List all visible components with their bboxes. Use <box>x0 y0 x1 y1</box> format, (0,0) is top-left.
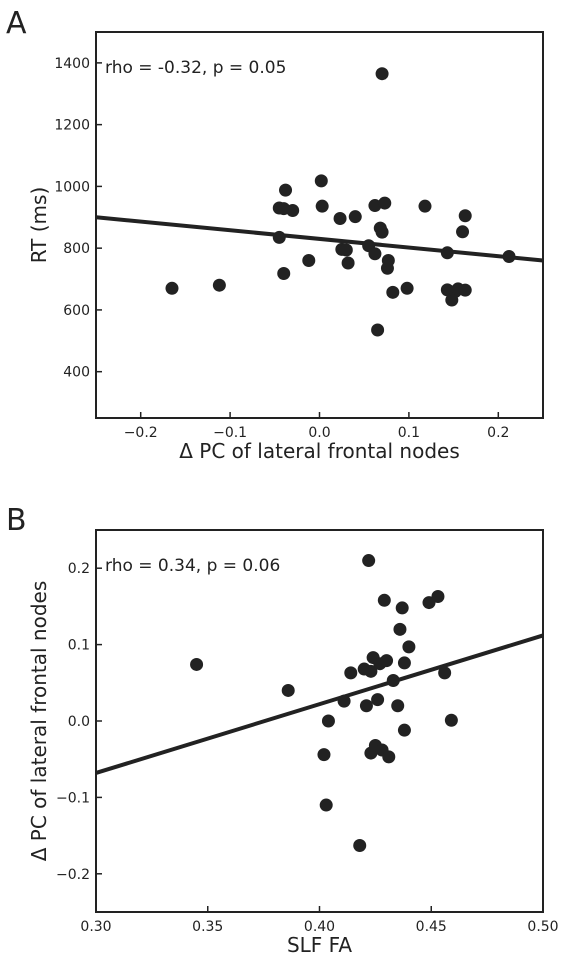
plot-b-data-point <box>402 640 416 654</box>
plot-a-data-point <box>368 247 382 261</box>
plot-b-fit <box>95 633 544 775</box>
plot-a-data-point <box>314 174 328 188</box>
plot-a-data-point <box>333 212 347 226</box>
plot-b-data-point <box>317 748 331 762</box>
plot-b-data-point <box>380 654 394 668</box>
plot-a-regression-line <box>95 215 544 263</box>
plot-b-data-point <box>438 666 452 680</box>
panel-a: A rho = -0.32, p = 0.05 Δ PC of lateral … <box>6 6 544 463</box>
plot-a-data-point <box>418 199 432 213</box>
plot-a-data-point <box>400 281 414 295</box>
plot-a-data-point <box>348 210 362 224</box>
panel-b-label: B <box>6 503 27 538</box>
plot-a-data-point <box>381 254 395 268</box>
plot-a-data-point <box>458 283 472 297</box>
plot-a-xtick-label: 0.2 <box>487 425 509 441</box>
panel-b: B rho = 0.34, p = 0.06 SLF FA Δ PC of la… <box>6 503 559 957</box>
plot-a-data-point <box>456 225 470 239</box>
plot-a-data-point <box>279 183 293 197</box>
plot-b-data-point <box>321 714 335 728</box>
plot-b-data-point <box>362 554 376 568</box>
plot-a-xtick-label: 0.1 <box>398 425 420 441</box>
plot-b-data-point <box>397 656 411 670</box>
plot-a-xlabel: Δ PC of lateral frontal nodes <box>179 439 460 463</box>
plot-a-xtick-label: −0.1 <box>213 425 247 441</box>
plot-b-data-point <box>359 699 373 713</box>
plot-b-data-point <box>382 750 396 764</box>
plot-a-data-point <box>341 256 355 270</box>
plot-a-xtick-label: −0.2 <box>124 425 158 441</box>
plot-b-xtick-label: 0.40 <box>304 919 335 935</box>
plot-a-annotation: rho = -0.32, p = 0.05 <box>105 58 286 78</box>
plot-a-data-point <box>371 323 385 337</box>
plot-b-xtick-label: 0.30 <box>80 919 111 935</box>
plot-b-data-point <box>444 713 458 727</box>
plot-b-data-point <box>391 699 405 713</box>
panel-a-label: A <box>6 6 27 41</box>
plot-b-data-point <box>364 664 378 678</box>
plot-a-ytick-label: 400 <box>63 365 90 381</box>
plot-a-data-point <box>302 254 316 268</box>
plot-b-data-point <box>319 798 333 812</box>
plot-b-xlabel: SLF FA <box>287 933 352 957</box>
plot-a-data-point <box>375 67 389 81</box>
plot-a-ytick-label: 600 <box>63 303 90 319</box>
plot-b-points <box>190 554 458 853</box>
plot-b-data-point <box>431 589 445 603</box>
plot-a-xtick-label: 0.0 <box>308 425 330 441</box>
plot-b-data-point <box>190 657 204 671</box>
plot-b-data-point <box>397 723 411 737</box>
plot-b-ytick-label: 0.2 <box>68 561 90 577</box>
plot-b-data-point <box>393 622 407 636</box>
plot-a-ytick-label: 1400 <box>54 56 90 72</box>
plot-b-data-point <box>337 694 351 708</box>
plot-b-ylabel: Δ PC of lateral frontal nodes <box>27 581 51 862</box>
plot-b-data-point <box>344 666 358 680</box>
plot-b-data-point <box>281 683 295 697</box>
plot-b-ytick-label: −0.2 <box>56 867 90 883</box>
plot-a-fit <box>95 215 544 263</box>
plot-b-ticks: 0.30 0.35 0.40 0.45 0.50 −0.2 −0.1 0.0 0.1 0.2 <box>56 561 559 935</box>
plot-b-xtick-label: 0.35 <box>192 919 223 935</box>
plot-b-ytick-label: 0.1 <box>68 638 90 654</box>
plot-b-xtick-label: 0.50 <box>527 919 558 935</box>
plot-b-data-point <box>371 693 385 707</box>
plot-a-data-point <box>386 285 400 299</box>
plot-a-data-point <box>339 243 353 257</box>
plot-a-data-point <box>165 281 179 295</box>
plot-a-data-point <box>272 230 286 244</box>
plot-a-ylabel: RT (ms) <box>27 187 51 264</box>
plot-a-data-point <box>212 278 226 292</box>
plot-a-data-point <box>378 196 392 210</box>
plot-a-data-point <box>315 199 329 213</box>
plot-b-annotation: rho = 0.34, p = 0.06 <box>105 556 280 576</box>
plot-a-data-point <box>277 266 291 280</box>
plot-b-frame <box>95 529 544 913</box>
plot-b-data-point <box>377 593 391 607</box>
plot-a-data-point <box>458 209 472 223</box>
plot-a-points <box>165 67 516 337</box>
plot-a-data-point <box>440 246 454 260</box>
plot-a-ytick-label: 800 <box>63 241 90 257</box>
plot-b-xtick-label: 0.45 <box>416 919 447 935</box>
plot-b-ytick-label: 0.0 <box>68 714 90 730</box>
plot-a-data-point <box>375 225 389 239</box>
plot-a-ytick-label: 1000 <box>54 179 90 195</box>
plot-a-ytick-label: 1200 <box>54 118 90 134</box>
plot-a-data-point <box>368 199 382 213</box>
plot-b-data-point <box>386 674 400 688</box>
plot-a-data-point <box>286 203 300 217</box>
plot-b-ytick-label: −0.1 <box>56 790 90 806</box>
plot-a-ticks: −0.2 −0.1 0.0 0.1 0.2 400 600 800 1000 1200 1400 <box>54 56 509 441</box>
plot-b-data-point <box>353 839 367 853</box>
plot-b-data-point <box>395 601 409 615</box>
plot-a-data-point <box>502 249 516 263</box>
plot-b-regression-line <box>95 633 544 775</box>
